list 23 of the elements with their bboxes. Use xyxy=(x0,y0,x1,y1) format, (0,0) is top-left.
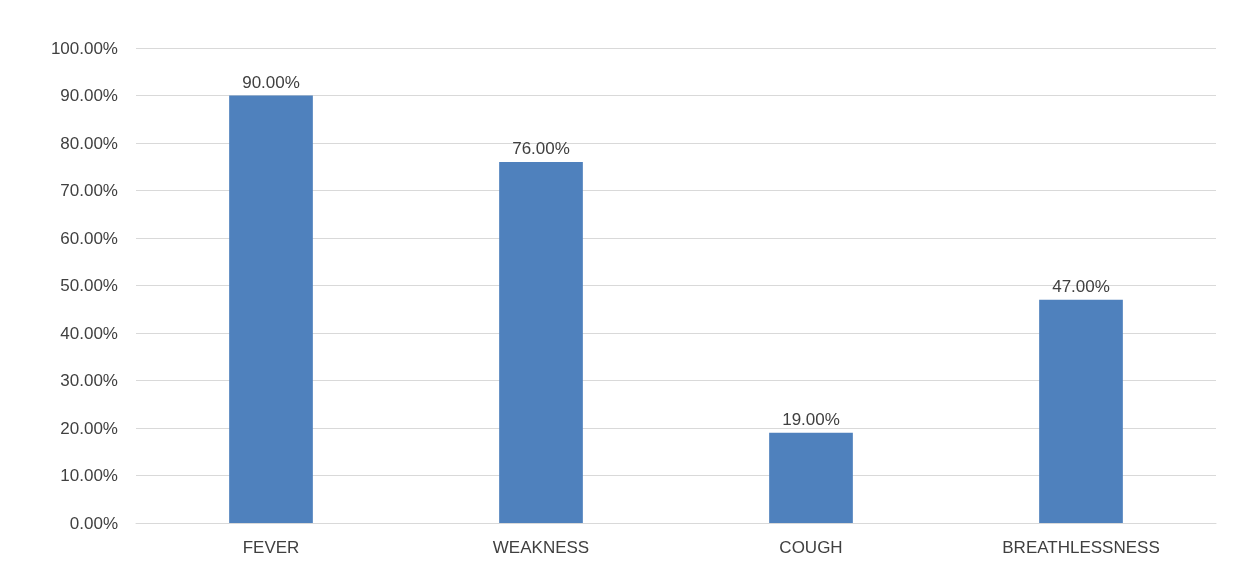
y-tick-label: 50.00% xyxy=(60,276,118,295)
y-tick-label: 30.00% xyxy=(60,371,118,390)
y-tick-label: 100.00% xyxy=(50,38,118,58)
y-tick-label: 10.00% xyxy=(60,466,118,485)
x-tick-label: COUGH xyxy=(779,538,843,557)
bar xyxy=(769,432,853,523)
y-tick-label: 60.00% xyxy=(60,228,118,248)
data-label: 90.00% xyxy=(242,72,300,92)
y-tick-label: 90.00% xyxy=(60,86,118,105)
bar xyxy=(229,95,313,523)
x-tick-label: WEAKNESS xyxy=(492,538,590,557)
y-tick-label: 20.00% xyxy=(60,418,118,438)
y-tick-label: 70.00% xyxy=(60,181,118,200)
data-label: 47.00% xyxy=(1052,276,1110,296)
data-label: 19.00% xyxy=(782,409,840,429)
x-tick-label: FEVER xyxy=(242,538,300,557)
data-label: 76.00% xyxy=(512,139,570,158)
x-tick-label: BREATHLESSNESS xyxy=(1002,538,1160,557)
y-tick-label: 80.00% xyxy=(60,133,118,153)
bar xyxy=(1039,299,1123,523)
y-tick-label: 0.00% xyxy=(69,513,118,533)
bar xyxy=(499,162,583,523)
y-tick-label: 40.00% xyxy=(60,323,118,343)
